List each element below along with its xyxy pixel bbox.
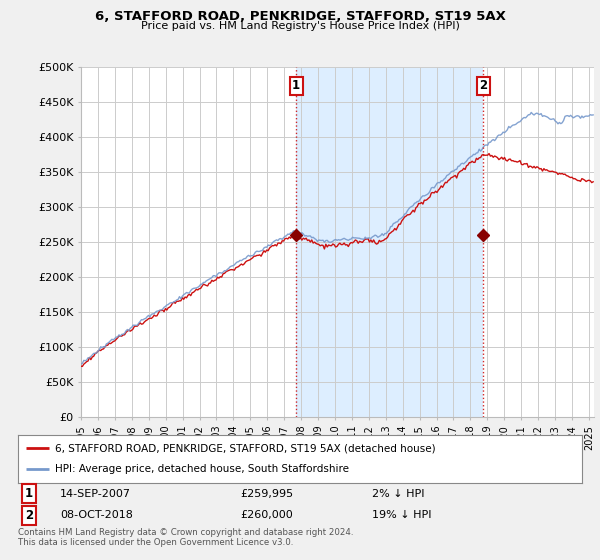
Text: Contains HM Land Registry data © Crown copyright and database right 2024.
This d: Contains HM Land Registry data © Crown c… <box>18 528 353 547</box>
Text: 1: 1 <box>292 80 300 92</box>
Text: Price paid vs. HM Land Registry's House Price Index (HPI): Price paid vs. HM Land Registry's House … <box>140 21 460 31</box>
Text: 6, STAFFORD ROAD, PENKRIDGE, STAFFORD, ST19 5AX: 6, STAFFORD ROAD, PENKRIDGE, STAFFORD, S… <box>95 10 505 23</box>
Text: £260,000: £260,000 <box>240 510 293 520</box>
Text: 08-OCT-2018: 08-OCT-2018 <box>60 510 133 520</box>
Text: 2: 2 <box>479 80 488 92</box>
Text: 2: 2 <box>25 508 33 522</box>
Text: £259,995: £259,995 <box>240 489 293 499</box>
Text: 19% ↓ HPI: 19% ↓ HPI <box>372 510 431 520</box>
Text: 2% ↓ HPI: 2% ↓ HPI <box>372 489 425 499</box>
Bar <box>296 67 484 417</box>
Text: 1: 1 <box>25 487 33 501</box>
Text: 14-SEP-2007: 14-SEP-2007 <box>60 489 131 499</box>
Text: HPI: Average price, detached house, South Staffordshire: HPI: Average price, detached house, Sout… <box>55 464 349 474</box>
Text: 6, STAFFORD ROAD, PENKRIDGE, STAFFORD, ST19 5AX (detached house): 6, STAFFORD ROAD, PENKRIDGE, STAFFORD, S… <box>55 444 435 454</box>
